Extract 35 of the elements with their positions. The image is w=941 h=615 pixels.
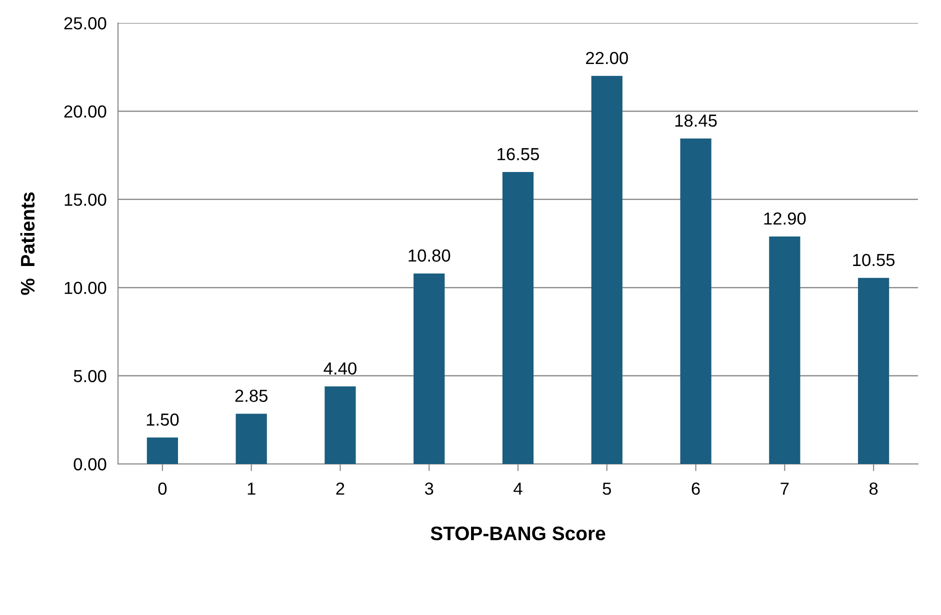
- y-tick-label: 25.00: [64, 17, 106, 30]
- bar: [146, 438, 178, 464]
- y-tick-label: 0.00: [74, 458, 106, 470]
- y-tick-label: 5.00: [74, 370, 106, 382]
- bar: [680, 138, 712, 464]
- x-axis-title: STOP-BANG Score: [430, 526, 606, 540]
- bar: [769, 236, 800, 464]
- data-label: 4.40: [324, 362, 356, 375]
- y-tick-label: 15.00: [64, 194, 106, 206]
- x-tick-label: 2: [336, 482, 344, 495]
- data-label: 10.80: [408, 249, 450, 262]
- bar: [858, 278, 890, 464]
- x-tick-label: 7: [780, 482, 789, 495]
- x-tick-label: 5: [602, 482, 611, 495]
- x-tick-label: 0: [158, 482, 167, 495]
- y-tick-label: 10.00: [64, 282, 106, 294]
- bar: [591, 76, 622, 464]
- bar: [414, 273, 445, 464]
- y-tick-label: 20.00: [64, 105, 106, 118]
- x-tick-label: 4: [514, 482, 522, 495]
- data-label: 1.50: [146, 413, 179, 426]
- data-label: 22.00: [586, 52, 628, 64]
- x-tick-label: 3: [424, 482, 434, 495]
- y-axis-title: % Patients: [20, 192, 35, 295]
- x-tick-label: 8: [869, 482, 878, 495]
- bar: [502, 172, 534, 464]
- data-label: 2.85: [235, 390, 268, 402]
- bar: [324, 386, 356, 464]
- x-tick-label: 6: [692, 482, 700, 495]
- data-label: 16.55: [498, 148, 539, 160]
- bar: [236, 414, 267, 464]
- data-label: 10.55: [853, 254, 895, 266]
- data-label: 18.45: [675, 114, 717, 127]
- x-tick-label: 1: [248, 482, 256, 495]
- data-label: 12.90: [764, 212, 806, 225]
